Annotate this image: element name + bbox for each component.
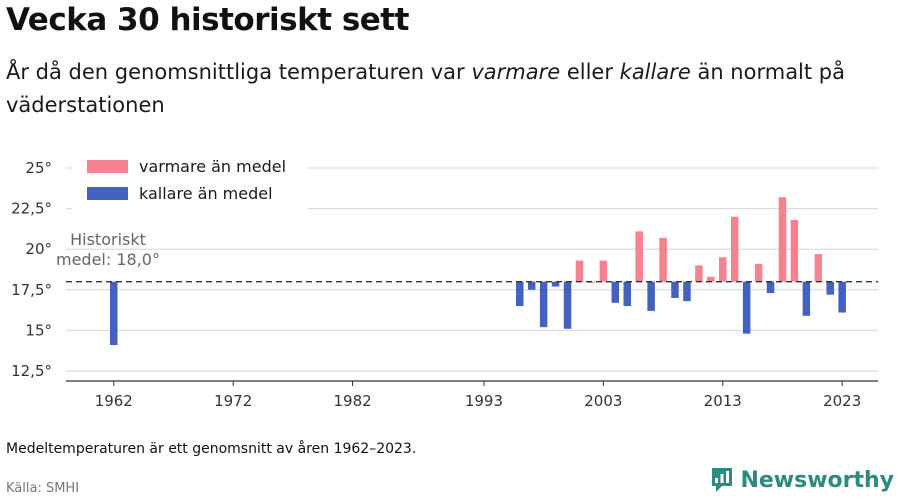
y-tick-label: 20° <box>25 240 52 258</box>
bar-2009 <box>671 281 679 298</box>
bar-1999 <box>551 281 560 287</box>
grid-layer: 12,5° 15° 17,5° 20° 22,5° 25° <box>11 159 878 380</box>
bar-2006 <box>635 231 643 282</box>
bar-2021 <box>814 254 823 282</box>
x-tick-label: 1962 <box>95 392 133 410</box>
bar-2013 <box>719 257 727 282</box>
bar-2018 <box>778 197 787 282</box>
bar-2000 <box>563 281 572 329</box>
bar-2016 <box>754 263 763 282</box>
brand-name: Newsworthy <box>740 467 894 493</box>
bar-1998 <box>539 281 548 328</box>
chart-title: Vecka 30 historiskt sett <box>6 2 409 38</box>
subtitle-text-3: än normalt på väderstationen <box>6 60 845 117</box>
x-axis: 1962 1972 1982 1993 2003 2013 2023 <box>66 380 878 410</box>
subtitle-colder: kallare <box>619 60 691 84</box>
newsworthy-logo-icon <box>712 468 733 492</box>
bar-2015 <box>742 281 751 334</box>
subtitle-text-1: År då den genomsnittliga temperaturen va… <box>6 60 472 84</box>
brand-logo: Newsworthy <box>710 466 894 494</box>
x-tick-label: 2013 <box>704 392 742 410</box>
legend-swatch <box>87 160 128 173</box>
legend-label: kallare än medel <box>139 184 273 203</box>
bar-2010 <box>683 281 691 302</box>
y-tick-label: 25° <box>25 159 52 177</box>
subtitle-text-2: eller <box>560 60 620 84</box>
legend-label: varmare än medel <box>139 157 286 176</box>
bar-1996 <box>516 281 524 307</box>
bar-2007 <box>647 281 655 311</box>
temperature-bar-chart: 12,5° 15° 17,5° 20° 22,5° 25° Historisktmedel… <box>11 152 878 410</box>
bars-layer <box>110 197 846 346</box>
bar-2003 <box>599 260 608 282</box>
bar-2012 <box>707 276 715 282</box>
baseline-label-line-1: Historiskt <box>70 230 146 249</box>
footnote: Medeltemperaturen är ett genomsnitt av å… <box>6 441 417 457</box>
x-tick-label: 1982 <box>333 392 371 410</box>
chart-subtitle: År då den genomsnittliga temperaturen va… <box>6 56 866 122</box>
bar-2017 <box>766 281 775 294</box>
y-tick-label: 17,5° <box>11 281 52 299</box>
x-tick-label: 1993 <box>465 392 503 410</box>
bar-2019 <box>790 219 799 282</box>
bar-2022 <box>826 281 834 295</box>
y-tick-label: 15° <box>25 321 52 339</box>
legend: varmare än medel kallare än medel <box>72 152 308 210</box>
bar-1962 <box>110 281 118 346</box>
y-tick-label: 22,5° <box>11 200 52 218</box>
bar-1997 <box>527 281 536 290</box>
x-tick-label: 2023 <box>823 392 861 410</box>
legend-swatch <box>87 187 128 200</box>
bar-2008 <box>659 237 667 282</box>
x-tick-label: 2003 <box>584 392 622 410</box>
bar-2014 <box>730 216 739 282</box>
bar-2001 <box>575 260 584 282</box>
bar-2011 <box>695 265 703 282</box>
bar-2005 <box>623 281 631 307</box>
subtitle-warmer: varmare <box>471 60 561 84</box>
y-tick-label: 12,5° <box>11 362 52 380</box>
bar-2023 <box>838 281 846 313</box>
bar-2004 <box>611 281 620 303</box>
source-text: Källa: SMHI <box>6 481 80 496</box>
baseline-label-line-2: medel: 18,0° <box>56 250 160 269</box>
x-tick-label: 1972 <box>214 392 252 410</box>
bar-2020 <box>802 281 811 316</box>
